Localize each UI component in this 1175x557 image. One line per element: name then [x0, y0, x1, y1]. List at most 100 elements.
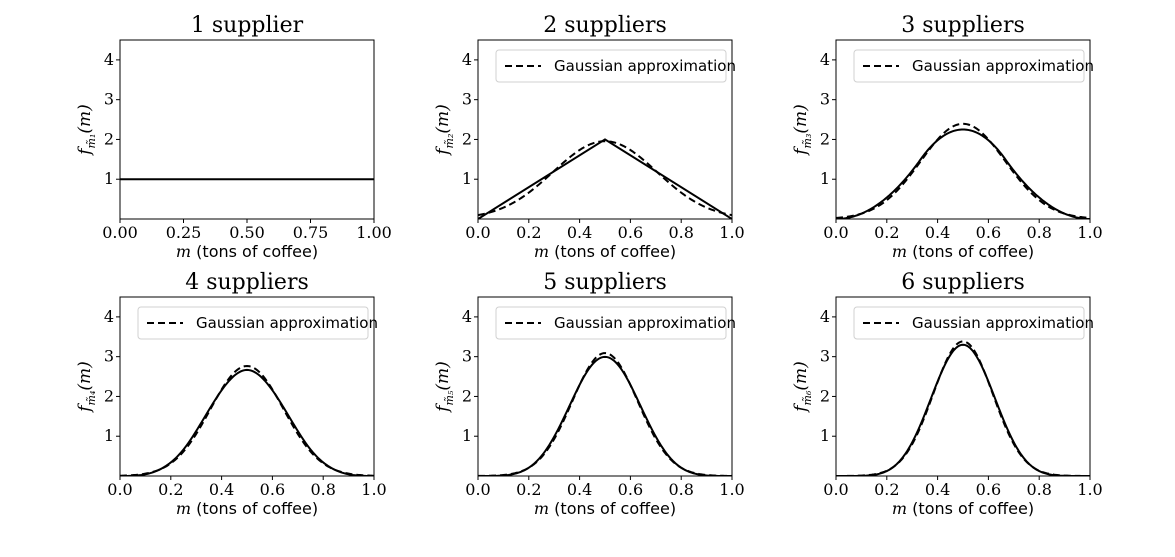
gaussian-approximation-line — [478, 140, 732, 217]
gaussian-approximation-line — [478, 352, 732, 476]
gaussian-approximation-line — [836, 122, 1090, 219]
y-axis-label: fm̃₄(m) — [75, 361, 98, 414]
y-axis-label: fm̃₆(m) — [791, 361, 814, 414]
legend-box — [495, 49, 727, 83]
density-line — [478, 355, 732, 476]
x-tick-label: 1.0 — [719, 480, 744, 499]
x-tick-label: 1.0 — [1077, 223, 1102, 242]
x-tick-label: 0.8 — [668, 223, 693, 242]
x-tick-label: 0.6 — [618, 223, 643, 242]
y-axis-label: fm̃₃(m) — [791, 104, 814, 157]
y-tick-label: 4 — [462, 307, 472, 326]
y-axis-label: fm̃₅(m) — [433, 361, 456, 414]
legend: Gaussian approximation — [853, 49, 1094, 83]
plot-area — [836, 122, 1090, 219]
y-tick-label: 3 — [462, 90, 472, 109]
x-tick-label: 0.6 — [976, 480, 1001, 499]
density-line — [478, 138, 732, 219]
y-tick-label: 1 — [104, 169, 114, 188]
y-tick-label: 4 — [820, 50, 830, 69]
y-tick-label: 3 — [104, 90, 114, 109]
x-tick-label: 0.50 — [229, 223, 265, 242]
x-tick-label: 0.8 — [668, 480, 693, 499]
y-tick-label: 1 — [462, 426, 472, 445]
x-tick-label: 0.4 — [925, 480, 950, 499]
x-tick-label: 0.25 — [166, 223, 202, 242]
y-tick-label: 2 — [820, 129, 830, 148]
y-tick-label: 2 — [104, 386, 114, 405]
x-tick-label: 0.4 — [209, 480, 234, 499]
y-tick-label: 1 — [820, 426, 830, 445]
x-tick-label: 0.6 — [260, 480, 285, 499]
legend: Gaussian approximation — [853, 306, 1094, 340]
density-line — [836, 128, 1090, 219]
subplot-6: 6 suppliers 0.0 0.2 0.4 0.6 0.8 1.0 1 2 3 4 m (tons… — [791, 270, 1103, 518]
axes-frame — [119, 39, 375, 220]
y-tick-label: 2 — [104, 129, 114, 148]
legend-box — [853, 306, 1085, 340]
x-tick-label: 0.00 — [102, 223, 138, 242]
y-tick-label: 2 — [462, 129, 472, 148]
x-tick-label: 1.0 — [719, 223, 744, 242]
plot-area — [836, 340, 1090, 476]
x-tick-label: 1.00 — [356, 223, 392, 242]
legend-box — [853, 49, 1085, 83]
x-axis-label: m (tons of coffee) — [534, 242, 676, 261]
x-tick-label: 0.0 — [465, 480, 490, 499]
y-tick-label: 4 — [462, 50, 472, 69]
y-tick-label: 4 — [104, 307, 114, 326]
subplot-title: 4 suppliers — [185, 270, 309, 295]
x-tick-label: 0.2 — [874, 480, 899, 499]
y-axis-label: fm̃₂(m) — [433, 104, 456, 157]
gaussian-approximation-line — [836, 340, 1090, 476]
x-tick-label: 0.6 — [976, 223, 1001, 242]
x-tick-label: 0.8 — [1026, 223, 1051, 242]
x-tick-label: 0.4 — [567, 223, 592, 242]
y-tick-label: 3 — [820, 347, 830, 366]
x-tick-label: 0.0 — [465, 223, 490, 242]
legend-box — [137, 306, 369, 340]
legend-label: Gaussian approximation — [554, 314, 736, 332]
y-tick-label: 2 — [462, 386, 472, 405]
plot-area — [478, 352, 732, 476]
y-tick-label: 1 — [820, 169, 830, 188]
x-tick-label: 0.8 — [1026, 480, 1051, 499]
legend: Gaussian approximation — [495, 306, 736, 340]
subplot-2: 2 suppliers 0.0 0.2 0.4 0.6 0.8 1.0 1 2 3 4 m (tons… — [433, 13, 745, 261]
y-tick-label: 3 — [104, 347, 114, 366]
subplot-title: 1 supplier — [191, 13, 304, 38]
subplot-4: 4 suppliers 0.0 0.2 0.4 0.6 0.8 1.0 1 2 3 4 m (tons… — [75, 270, 387, 518]
axes-frame — [477, 39, 733, 220]
x-axis-label: m (tons of coffee) — [176, 242, 318, 261]
axes-frame — [477, 296, 733, 477]
subplot-title: 3 suppliers — [901, 13, 1025, 38]
legend: Gaussian approximation — [495, 49, 736, 83]
x-tick-label: 0.4 — [567, 480, 592, 499]
x-tick-label: 0.2 — [158, 480, 183, 499]
subplot-title: 2 suppliers — [543, 13, 667, 38]
subplot-3: 3 suppliers 0.0 0.2 0.4 0.6 0.8 1.0 1 2 3 4 m (tons… — [791, 13, 1103, 261]
y-axis-label: fm̃₁(m) — [75, 104, 98, 157]
legend-label: Gaussian approximation — [196, 314, 378, 332]
x-tick-label: 1.0 — [361, 480, 386, 499]
axes-frame — [119, 296, 375, 477]
legend-label: Gaussian approximation — [554, 57, 736, 75]
x-tick-label: 0.75 — [293, 223, 329, 242]
subplot-5: 5 suppliers 0.0 0.2 0.4 0.6 0.8 1.0 1 2 3 4 m (tons… — [433, 270, 745, 518]
axes-frame — [835, 296, 1091, 477]
x-tick-label: 1.0 — [1077, 480, 1102, 499]
plot-area — [478, 138, 732, 219]
x-tick-label: 0.0 — [823, 480, 848, 499]
x-tick-label: 0.0 — [107, 480, 132, 499]
y-tick-label: 4 — [104, 50, 114, 69]
y-tick-label: 1 — [104, 426, 114, 445]
x-tick-label: 0.2 — [516, 480, 541, 499]
subplot-1: 1 supplier 0.00 0.25 0.50 0.75 1.00 1 2 3 4 m (ton… — [75, 13, 392, 261]
legend-label: Gaussian approximation — [912, 57, 1094, 75]
density-line — [120, 368, 374, 476]
x-tick-label: 0.4 — [925, 223, 950, 242]
legend-box — [495, 306, 727, 340]
subplot-title: 5 suppliers — [543, 270, 667, 295]
density-line — [836, 343, 1090, 476]
y-tick-label: 2 — [820, 386, 830, 405]
